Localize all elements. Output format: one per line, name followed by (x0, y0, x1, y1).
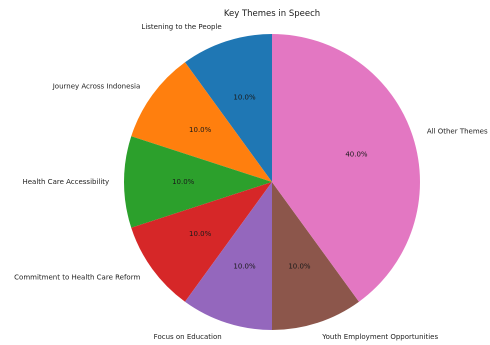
slice-label-commitment-to-health-care-reform: Commitment to Health Care Reform (14, 274, 140, 282)
pie-slice-commitment-to-health-care-reform (131, 182, 272, 302)
slice-label-journey-across-indonesia: Journey Across Indonesia (52, 82, 141, 90)
slice-label-focus-on-education: Focus on Education (154, 333, 222, 341)
slice-label-health-care-accessibility: Health Care Accessibility (22, 178, 109, 186)
slice-label-youth-employment-opportunities: Youth Employment Opportunities (321, 333, 438, 341)
pie-slice-journey-across-indonesia (131, 62, 272, 182)
pie-slices (123, 34, 420, 330)
pie-slice-all-other-themes (272, 34, 420, 302)
slice-percent-commitment-to-health-care-reform: 10.0% (189, 230, 212, 238)
pie-slice-focus-on-education (185, 182, 272, 330)
slice-percent-listening-to-the-people: 10.0% (233, 94, 256, 102)
slice-percent-health-care-accessibility: 10.0% (172, 178, 195, 186)
slice-labels: Listening to the People 10.0% Journey Acro… (14, 23, 488, 341)
pie-slice-youth-employment-opportunities (272, 182, 359, 330)
chart-title: Key Themes in Speech (224, 9, 320, 19)
slice-label-all-other-themes: All Other Themes (427, 128, 488, 136)
slice-percent-journey-across-indonesia: 10.0% (189, 126, 212, 134)
slice-percent-youth-employment-opportunities: 10.0% (288, 262, 311, 270)
slice-label-listening-to-the-people: Listening to the People (141, 23, 221, 31)
pie-slice-listening-to-the-people (185, 34, 272, 182)
pie-slice-health-care-accessibility (123, 136, 272, 228)
slice-percent-focus-on-education: 10.0% (233, 262, 256, 270)
slice-percent-all-other-themes: 40.0% (345, 151, 368, 159)
